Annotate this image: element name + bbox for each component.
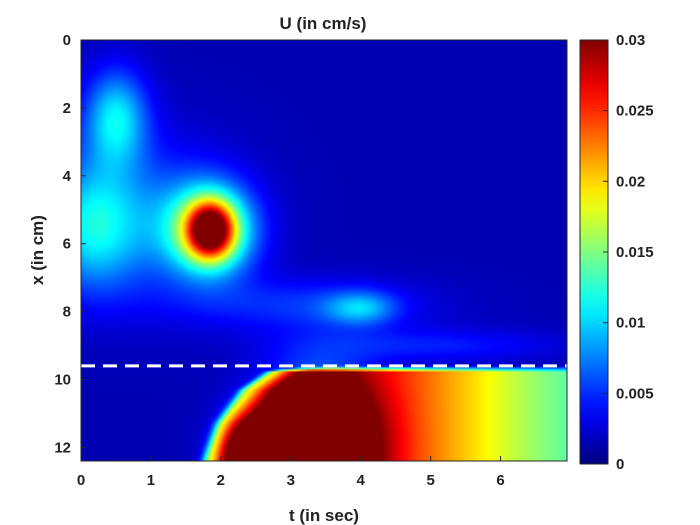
y-axis: 0 2 4 6 8 10 12 (54, 32, 86, 456)
colorbar-tick-label: 0.03 (616, 32, 645, 49)
colorbar-tick-label: 0.015 (616, 244, 654, 261)
y-tick-label: 2 (63, 100, 71, 117)
colorbar-ticks: 0 0.005 0.01 0.015 0.02 0.025 0.03 (603, 32, 654, 473)
y-tick-label: 12 (54, 439, 71, 456)
x-tick-label: 1 (147, 472, 155, 489)
colorbar-tick-label: 0.02 (616, 173, 645, 190)
x-tick-label: 4 (357, 472, 366, 489)
x-tick-label: 6 (496, 472, 504, 489)
y-axis-title: x (in cm) (28, 215, 47, 285)
plot-frame (80, 39, 568, 462)
x-tick-label: 0 (77, 472, 85, 489)
x-tick-label: 5 (426, 472, 434, 489)
y-tick-label: 0 (63, 32, 71, 49)
y-tick-label: 8 (63, 304, 71, 321)
x-tick-label: 2 (217, 472, 225, 489)
colorbar-tick-label: 0.01 (616, 315, 645, 332)
colorbar-tick-label: 0 (616, 456, 624, 473)
colorbar-tick-label: 0.025 (616, 103, 654, 120)
y-tick-label: 10 (54, 372, 71, 389)
colorbar-tick-label: 0.005 (616, 385, 654, 402)
y-tick-label: 6 (63, 236, 71, 253)
heatmap-image (81, 40, 567, 461)
y-tick-label: 4 (63, 168, 72, 185)
x-axis-title: t (in sec) (289, 506, 359, 525)
chart-title: U (in cm/s) (280, 14, 367, 33)
x-axis: 0 1 2 3 4 5 6 (77, 456, 505, 489)
x-tick-label: 3 (287, 472, 295, 489)
plot-area (80, 39, 568, 462)
colorbar: 0 0.005 0.01 0.015 0.02 0.025 0.03 (579, 32, 654, 473)
